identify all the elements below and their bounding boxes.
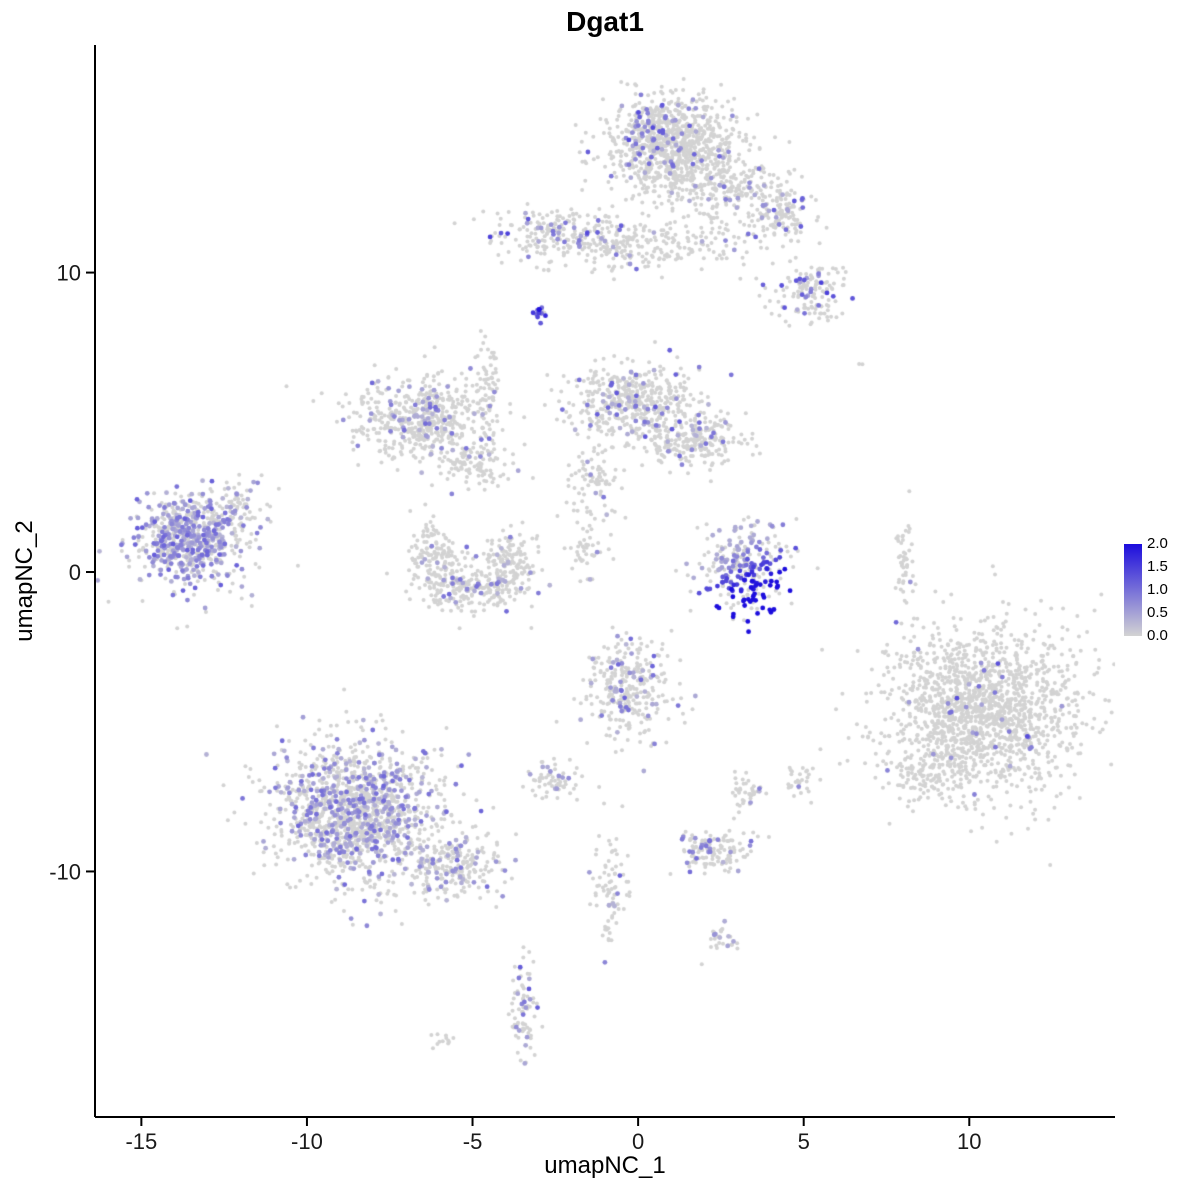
y-axis-tick-label: 10 <box>57 261 81 286</box>
legend-tick-label: 0.5 <box>1147 604 1168 621</box>
colorbar-legend: 2.0 1.5 1.0 0.5 0.0 <box>1124 536 1198 644</box>
y-axis-tick-label: -10 <box>49 859 81 884</box>
colorbar-gradient <box>1124 544 1142 636</box>
legend-tick-label: 1.0 <box>1147 581 1168 598</box>
y-axis-label: umapNC_2 <box>11 520 38 642</box>
x-axis-tick-label: 10 <box>957 1129 981 1154</box>
legend-tick-label: 1.5 <box>1147 558 1168 575</box>
x-axis-label: umapNC_1 <box>544 1152 666 1179</box>
legend-tick-label: 2.0 <box>1147 535 1168 552</box>
x-axis-tick-label: -10 <box>291 1129 323 1154</box>
x-axis-tick-label: -15 <box>125 1129 157 1154</box>
x-axis-tick-label: -5 <box>463 1129 483 1154</box>
plot-title: Dgat1 <box>566 6 644 37</box>
y-axis-tick-label: 0 <box>69 560 81 585</box>
x-axis-tick-label: 0 <box>632 1129 644 1154</box>
legend-tick-label: 0.0 <box>1147 627 1168 644</box>
colorbar-labels: 2.0 1.5 1.0 0.5 0.0 <box>1147 536 1195 644</box>
x-axis-tick-label: 5 <box>798 1129 810 1154</box>
